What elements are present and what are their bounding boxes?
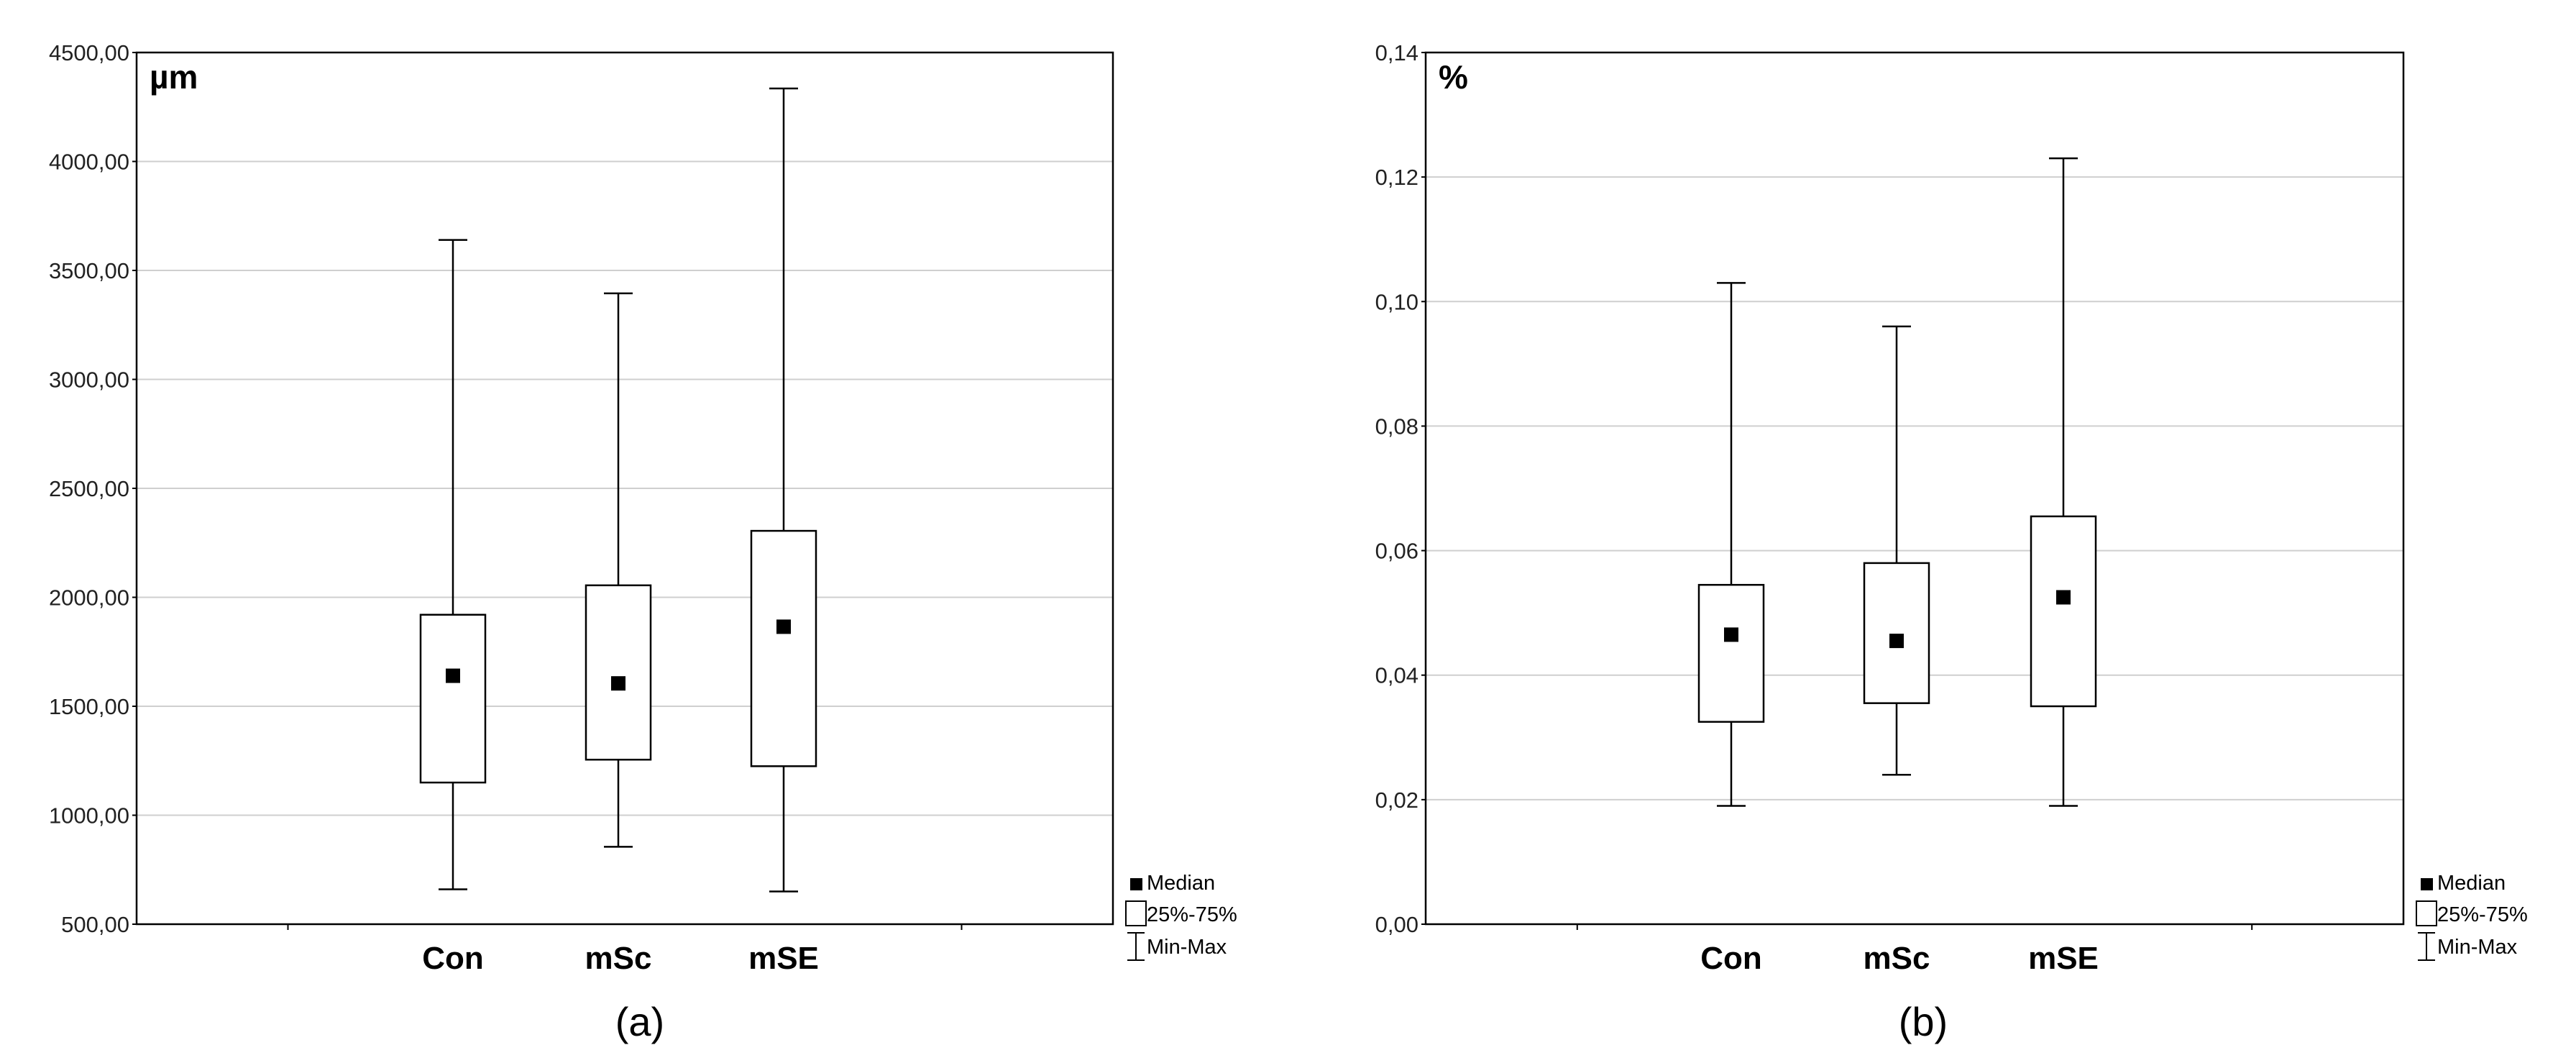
- legend-median-marker: [1130, 878, 1142, 890]
- panel-label: (a): [615, 999, 664, 1044]
- panel-label: (b): [1899, 999, 1948, 1044]
- y-tick-label: 0,08: [1375, 414, 1418, 439]
- legend-minmax-label: Min-Max: [2437, 936, 2518, 959]
- unit-label: %: [1439, 58, 1468, 96]
- legend: Median 25%-75% Min-Max: [1125, 872, 1237, 961]
- box-mse: [2030, 157, 2097, 807]
- legend-iqr-label: 25%-75%: [1147, 903, 1237, 926]
- y-tick-label: 3500,00: [49, 258, 129, 283]
- y-tick-label: 2500,00: [49, 476, 129, 501]
- x-category-label: Con: [1700, 941, 1762, 976]
- y-tick-label: 0,06: [1375, 539, 1418, 564]
- legend-box-symbol: [2416, 900, 2437, 926]
- iqr-box: [419, 613, 487, 784]
- y-tick-label: 0,00: [1375, 912, 1418, 937]
- x-category-label: mSc: [585, 941, 652, 976]
- iqr-box: [1863, 562, 1930, 704]
- y-tick-label: 2000,00: [49, 585, 129, 611]
- plot-frame: [135, 51, 1114, 926]
- chart-panel-a: 4500,00 4000,00 3500,00 3000,00 2500,00 2000,…: [49, 40, 1237, 1044]
- unit-label: µm: [150, 58, 198, 96]
- iqr-box: [750, 529, 817, 767]
- median-marker: [446, 668, 460, 683]
- legend-minmax-label: Min-Max: [1147, 936, 1227, 959]
- median-marker: [2056, 590, 2071, 605]
- y-tick-label: 0,12: [1375, 165, 1418, 190]
- y-tick-label: 0,02: [1375, 788, 1418, 813]
- median-marker: [611, 676, 625, 691]
- legend-median-marker: [2421, 878, 2433, 890]
- median-marker: [1724, 627, 1738, 642]
- legend: Median 25%-75% Min-Max: [2416, 872, 2528, 961]
- legend-iqr-label: 25%-75%: [2437, 903, 2528, 926]
- y-tick-label: 0,10: [1375, 289, 1418, 314]
- y-tick-label: 500,00: [61, 912, 129, 937]
- legend-median-label: Median: [2437, 872, 2506, 895]
- legend-box-symbol: [1125, 900, 1147, 926]
- x-category-label: mSE: [748, 941, 819, 976]
- x-category-label: Con: [422, 941, 484, 976]
- box-msc: [1863, 325, 1930, 776]
- iqr-box: [2030, 515, 2097, 708]
- y-tick-label: 0,04: [1375, 663, 1418, 688]
- chart-panel-b: 0,14 0,12 0,10 0,08 0,06 0,04 0,02 0,00% Con mSc m…: [1375, 40, 2528, 1044]
- iqr-box: [1697, 583, 1765, 723]
- box-con: [1697, 282, 1765, 807]
- plot-frame: [1424, 51, 2405, 926]
- box-con: [419, 239, 487, 890]
- box-mse: [750, 87, 817, 893]
- y-tick-label: 4000,00: [49, 150, 129, 175]
- y-tick-label: 1500,00: [49, 694, 129, 719]
- legend-median-label: Median: [1147, 872, 1215, 895]
- y-tick-label: 0,14: [1375, 40, 1418, 65]
- median-marker: [776, 619, 791, 634]
- x-category-label: mSE: [2028, 941, 2099, 976]
- y-tick-label: 3000,00: [49, 368, 129, 393]
- box-msc: [585, 292, 652, 848]
- y-tick-label: 4500,00: [49, 40, 129, 65]
- median-marker: [1889, 634, 1904, 649]
- iqr-box: [585, 584, 652, 761]
- y-tick-label: 1000,00: [49, 803, 129, 829]
- x-category-label: mSc: [1864, 941, 1930, 976]
